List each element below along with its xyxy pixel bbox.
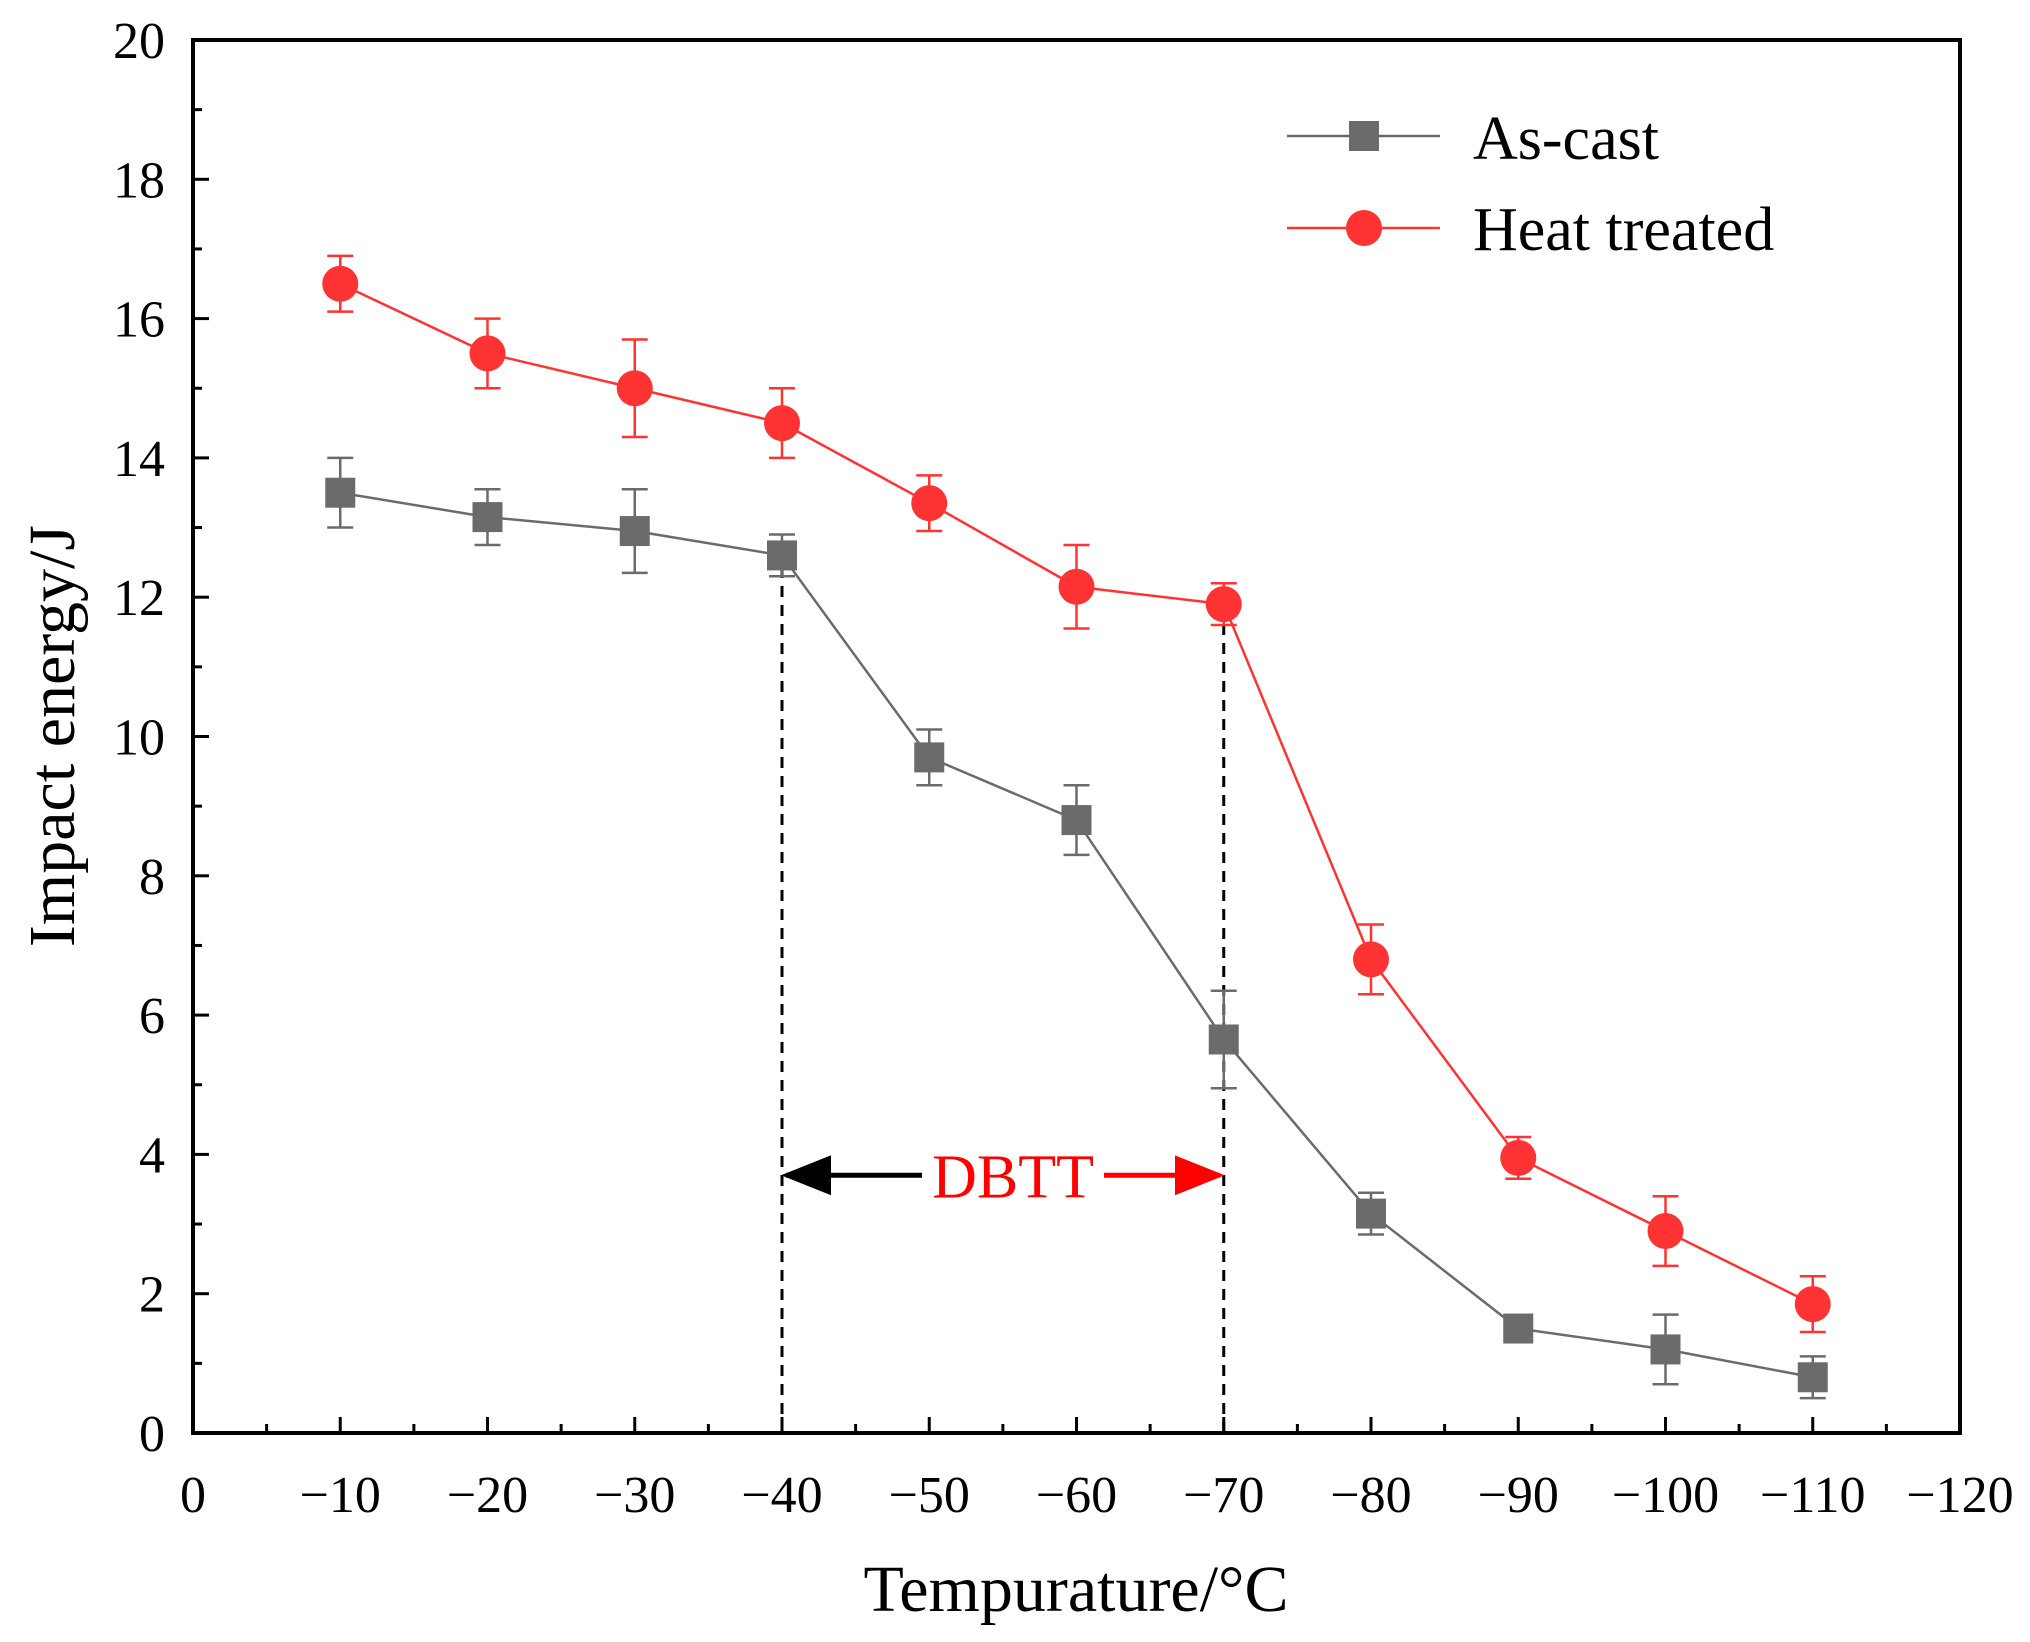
x-tick-label: −30: [594, 1467, 675, 1524]
data-point-as-cast: [325, 477, 356, 508]
x-tick-label: −80: [1330, 1467, 1411, 1524]
x-tick-label: −60: [1036, 1467, 1117, 1524]
data-series: [322, 254, 1831, 1400]
data-point-as-cast: [1061, 805, 1092, 836]
data-point-as-cast: [1503, 1313, 1534, 1344]
x-tick-label: −20: [447, 1467, 528, 1524]
x-tick-label: −120: [1906, 1467, 2013, 1524]
data-point-as-cast: [1797, 1362, 1828, 1393]
legend-label-as-cast: As-cast: [1473, 105, 1659, 173]
data-point-heat-treated: [469, 335, 506, 372]
x-tick-label: −100: [1612, 1467, 1719, 1524]
series-as-cast: [325, 456, 1828, 1400]
y-tick-label: 14: [113, 431, 165, 488]
data-point-heat-treated: [1353, 941, 1389, 978]
data-point-heat-treated: [1205, 586, 1242, 623]
data-point-as-cast: [1208, 1024, 1239, 1055]
x-tick-label: −50: [889, 1467, 970, 1524]
y-tick-label: 10: [113, 710, 165, 767]
data-point-heat-treated: [1794, 1286, 1831, 1323]
data-point-as-cast: [1650, 1334, 1681, 1365]
y-tick-label: 2: [139, 1267, 165, 1324]
y-tick-label: 6: [139, 988, 165, 1045]
data-point-heat-treated: [911, 485, 948, 522]
y-tick-label: 12: [113, 570, 165, 627]
x-tick-label: −90: [1478, 1467, 1559, 1524]
x-tick-label: 0: [180, 1467, 206, 1524]
x-tick-label: −70: [1183, 1467, 1264, 1524]
x-tick-label: −10: [300, 1467, 381, 1524]
data-point-as-cast: [914, 742, 945, 773]
series-heat-treated: [322, 254, 1831, 1334]
y-tick-label: 16: [113, 292, 165, 349]
data-point-heat-treated: [1647, 1213, 1684, 1250]
data-point-heat-treated: [1500, 1139, 1537, 1176]
x-axis-label: Tempurature/°C: [864, 1553, 1289, 1626]
data-point-heat-treated: [322, 265, 359, 302]
data-point-heat-treated: [764, 405, 800, 442]
dbtt-label: DBTT: [932, 1143, 1094, 1211]
data-point-as-cast: [767, 540, 797, 571]
data-point-heat-treated: [616, 370, 653, 407]
data-point-heat-treated: [1058, 568, 1095, 605]
y-tick-label: 0: [139, 1406, 165, 1463]
legend: As-cast Heat treated: [1287, 105, 1774, 264]
data-point-as-cast: [619, 516, 650, 547]
data-point-as-cast: [472, 502, 503, 533]
y-tick-label: 8: [139, 849, 165, 906]
x-tick-label: −40: [741, 1467, 822, 1524]
axis-ticks: 0 −10 −20 −30 −40 −50 −60 −70 −80 −90 −100 −110 −120…: [113, 13, 2014, 1524]
y-tick-label: 20: [113, 13, 165, 70]
legend-label-heat-treated: Heat treated: [1473, 196, 1774, 264]
dbtt-annotation: DBTT: [780, 555, 1226, 1433]
legend-marker-as-cast: [1349, 121, 1379, 151]
y-axis-label: Impact energy/J: [16, 525, 89, 947]
y-tick-label: 4: [139, 1127, 165, 1184]
y-tick-label: 18: [113, 152, 165, 209]
data-point-as-cast: [1356, 1198, 1386, 1229]
x-tick-label: −110: [1760, 1467, 1865, 1524]
legend-marker-heat-treated: [1346, 210, 1382, 246]
